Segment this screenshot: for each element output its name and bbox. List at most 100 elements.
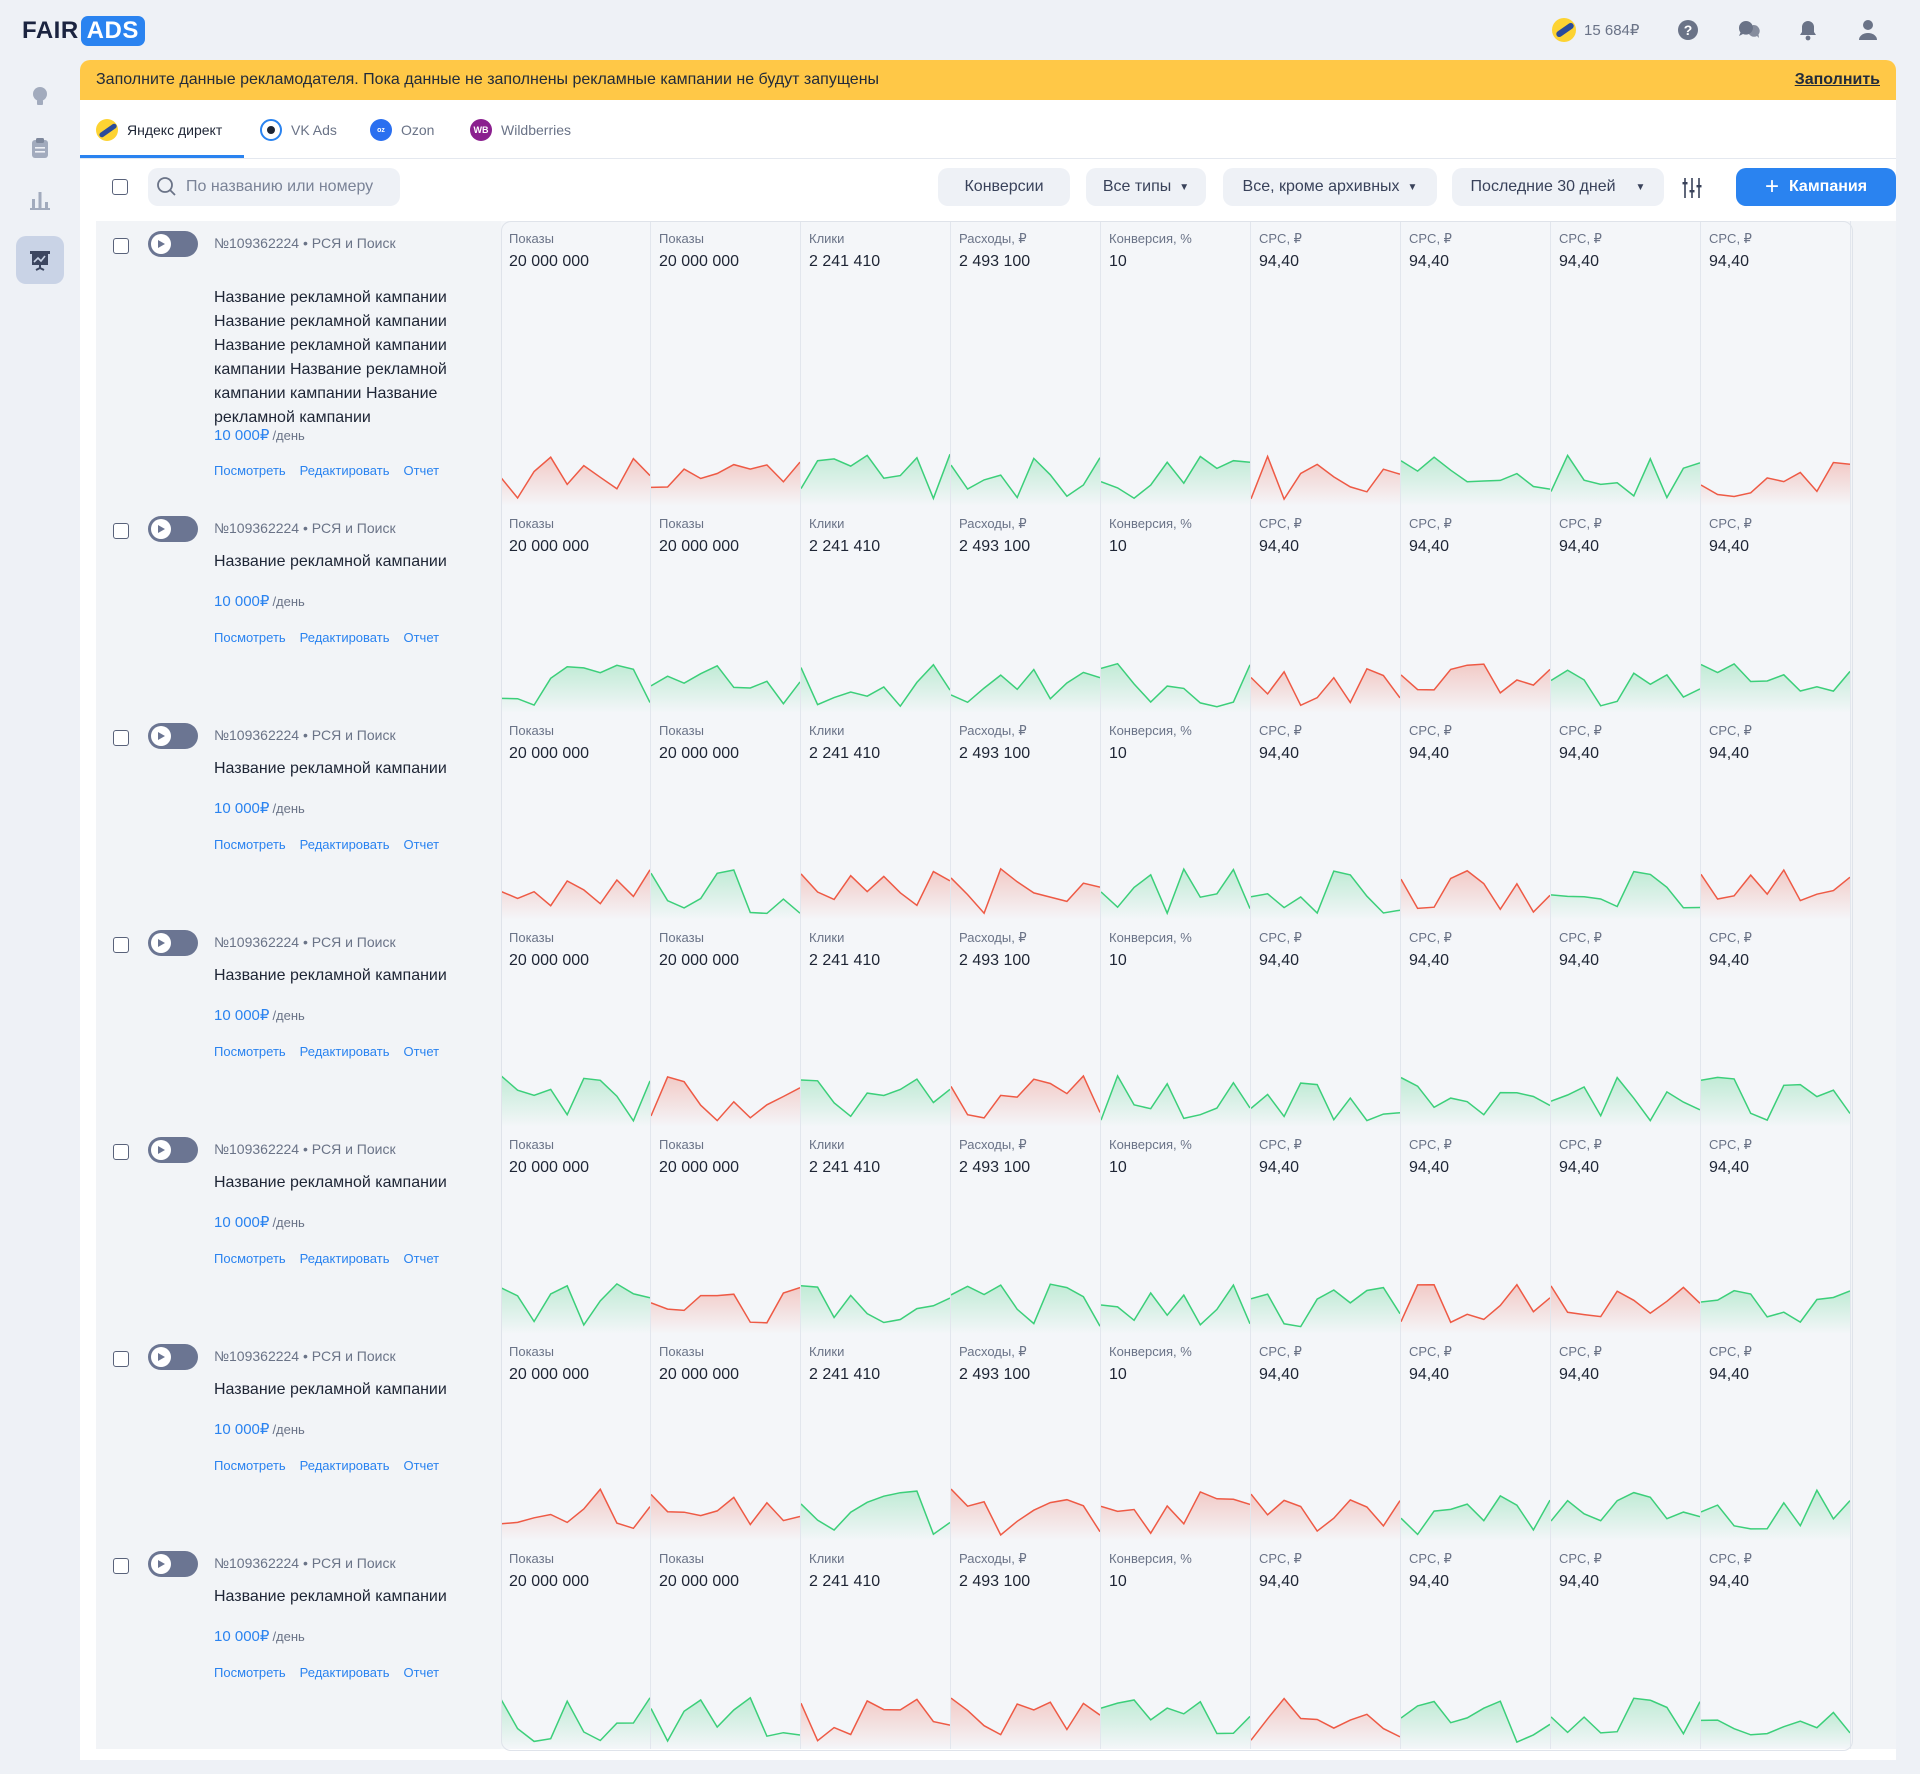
metric-cell[interactable]: CPC, ₽ 94,40 (1251, 1334, 1401, 1541)
sidebar-item-campaigns[interactable] (16, 236, 64, 284)
view-link[interactable]: Посмотреть (214, 1458, 286, 1473)
report-link[interactable]: Отчет (403, 463, 440, 478)
metric-cell[interactable]: Клики 2 241 410 (801, 713, 951, 920)
metric-cell[interactable]: CPC, ₽ 94,40 (1701, 920, 1851, 1127)
campaign-name[interactable]: Название рекламной кампании (214, 1381, 447, 1398)
metric-cell[interactable]: CPC, ₽ 94,40 (1551, 1127, 1701, 1334)
metric-cell[interactable]: Расходы, ₽ 2 493 100 (951, 1127, 1101, 1334)
view-link[interactable]: Посмотреть (214, 837, 286, 852)
campaign-checkbox[interactable] (113, 1144, 129, 1160)
metric-cell[interactable]: CPC, ₽ 94,40 (1401, 1541, 1551, 1749)
report-link[interactable]: Отчет (403, 1044, 440, 1059)
campaign-checkbox[interactable] (113, 238, 129, 254)
metric-cell[interactable]: Показы 20 000 000 (501, 1334, 651, 1541)
metric-cell[interactable]: Клики 2 241 410 (801, 1334, 951, 1541)
filter-types[interactable]: Все типы ▼ (1086, 168, 1206, 206)
metric-cell[interactable]: Клики 2 241 410 (801, 920, 951, 1127)
edit-link[interactable]: Редактировать (299, 1251, 390, 1266)
campaign-checkbox[interactable] (113, 1351, 129, 1367)
view-link[interactable]: Посмотреть (214, 1251, 286, 1266)
help-icon[interactable]: ? (1676, 18, 1700, 42)
edit-link[interactable]: Редактировать (299, 837, 390, 852)
metric-cell[interactable]: Показы 20 000 000 (501, 221, 651, 506)
edit-link[interactable]: Редактировать (299, 630, 390, 645)
metric-cell[interactable]: Показы 20 000 000 (651, 713, 801, 920)
edit-link[interactable]: Редактировать (299, 463, 390, 478)
metric-cell[interactable]: CPC, ₽ 94,40 (1251, 1541, 1401, 1749)
campaign-name[interactable]: Название рекламной кампании (214, 967, 447, 984)
metric-cell[interactable]: CPC, ₽ 94,40 (1401, 713, 1551, 920)
metric-cell[interactable]: Конверсия, % 10 (1101, 920, 1251, 1127)
metric-cell[interactable]: CPC, ₽ 94,40 (1701, 221, 1851, 506)
view-link[interactable]: Посмотреть (214, 630, 286, 645)
metric-cell[interactable]: Расходы, ₽ 2 493 100 (951, 1541, 1101, 1749)
sidebar-item-stats[interactable] (16, 176, 64, 224)
metric-cell[interactable]: Клики 2 241 410 (801, 1541, 951, 1749)
user-icon[interactable] (1856, 18, 1880, 42)
metric-cell[interactable]: CPC, ₽ 94,40 (1401, 221, 1551, 506)
view-link[interactable]: Посмотреть (214, 463, 286, 478)
metric-cell[interactable]: CPC, ₽ 94,40 (1551, 920, 1701, 1127)
metric-cell[interactable]: Показы 20 000 000 (501, 1541, 651, 1749)
campaign-toggle[interactable] (148, 231, 198, 257)
metric-cell[interactable]: Показы 20 000 000 (501, 506, 651, 713)
edit-link[interactable]: Редактировать (299, 1044, 390, 1059)
filter-conversions[interactable]: Конверсии (938, 168, 1070, 206)
metric-cell[interactable]: Конверсия, % 10 (1101, 1127, 1251, 1334)
metric-cell[interactable]: Показы 20 000 000 (651, 1334, 801, 1541)
metric-cell[interactable]: Показы 20 000 000 (651, 221, 801, 506)
sidebar-item-tasks[interactable] (16, 124, 64, 172)
metric-cell[interactable]: CPC, ₽ 94,40 (1551, 1334, 1701, 1541)
notice-fill-link[interactable]: Заполнить (1794, 71, 1880, 88)
metric-cell[interactable]: Клики 2 241 410 (801, 506, 951, 713)
metric-cell[interactable]: Конверсия, % 10 (1101, 1541, 1251, 1749)
metric-cell[interactable]: Конверсия, % 10 (1101, 713, 1251, 920)
campaign-toggle[interactable] (148, 516, 198, 542)
tab-yandex-direct[interactable]: Яндекс директ (96, 116, 222, 144)
report-link[interactable]: Отчет (403, 1458, 440, 1473)
sidebar-item-ideas[interactable] (16, 72, 64, 120)
edit-link[interactable]: Редактировать (299, 1458, 390, 1473)
select-all-checkbox[interactable] (112, 179, 128, 195)
metric-cell[interactable]: CPC, ₽ 94,40 (1551, 506, 1701, 713)
metric-cell[interactable]: Показы 20 000 000 (651, 920, 801, 1127)
metric-cell[interactable]: CPC, ₽ 94,40 (1401, 920, 1551, 1127)
view-link[interactable]: Посмотреть (214, 1044, 286, 1059)
tab-vk-ads[interactable]: VK Ads (260, 116, 337, 144)
edit-link[interactable]: Редактировать (299, 1665, 390, 1680)
metric-cell[interactable]: CPC, ₽ 94,40 (1551, 221, 1701, 506)
campaign-toggle[interactable] (148, 930, 198, 956)
support-chat-icon[interactable] (1736, 18, 1760, 42)
campaign-name[interactable]: Название рекламной кампании (214, 1588, 447, 1605)
metric-cell[interactable]: CPC, ₽ 94,40 (1251, 1127, 1401, 1334)
metric-cell[interactable]: CPC, ₽ 94,40 (1701, 1127, 1851, 1334)
metric-cell[interactable]: Клики 2 241 410 (801, 1127, 951, 1334)
metric-cell[interactable]: Конверсия, % 10 (1101, 1334, 1251, 1541)
campaign-checkbox[interactable] (113, 937, 129, 953)
metric-cell[interactable]: CPC, ₽ 94,40 (1251, 221, 1401, 506)
bell-icon[interactable] (1796, 18, 1820, 42)
campaign-toggle[interactable] (148, 1137, 198, 1163)
search-box[interactable] (148, 168, 400, 206)
metric-cell[interactable]: CPC, ₽ 94,40 (1551, 1541, 1701, 1749)
metric-cell[interactable]: Расходы, ₽ 2 493 100 (951, 713, 1101, 920)
campaign-toggle[interactable] (148, 1344, 198, 1370)
metric-cell[interactable]: Показы 20 000 000 (651, 1541, 801, 1749)
filter-status[interactable]: Все, кроме архивных ▼ (1223, 168, 1437, 206)
campaign-name[interactable]: Название рекламной кампании (214, 553, 447, 570)
campaign-name[interactable]: Название рекламной кампании (214, 1174, 447, 1191)
metric-cell[interactable]: CPC, ₽ 94,40 (1701, 1334, 1851, 1541)
metric-cell[interactable]: CPC, ₽ 94,40 (1251, 713, 1401, 920)
tab-ozon[interactable]: oz Ozon (370, 116, 434, 144)
metric-cell[interactable]: CPC, ₽ 94,40 (1251, 506, 1401, 713)
metric-cell[interactable]: Конверсия, % 10 (1101, 506, 1251, 713)
metric-cell[interactable]: Клики 2 241 410 (801, 221, 951, 506)
filter-period[interactable]: Последние 30 дней ▼ (1452, 168, 1664, 206)
fairads-logo[interactable]: FAIR ADS (22, 16, 145, 46)
report-link[interactable]: Отчет (403, 630, 440, 645)
add-campaign-button[interactable]: + Кампания (1736, 168, 1896, 206)
balance-indicator[interactable]: 15 684₽ (1552, 18, 1639, 42)
metric-cell[interactable]: Показы 20 000 000 (501, 920, 651, 1127)
view-link[interactable]: Посмотреть (214, 1665, 286, 1680)
metric-cell[interactable]: Расходы, ₽ 2 493 100 (951, 506, 1101, 713)
